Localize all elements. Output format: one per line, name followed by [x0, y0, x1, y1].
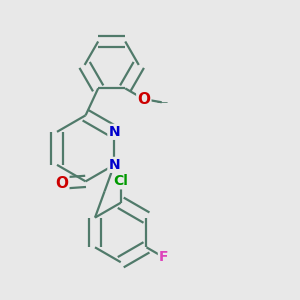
Text: O: O [55, 176, 68, 190]
Text: O: O [137, 92, 150, 106]
Text: F: F [159, 250, 168, 264]
Text: —: — [156, 97, 167, 107]
Text: N: N [108, 125, 120, 139]
Text: Cl: Cl [113, 174, 128, 188]
Text: N: N [108, 158, 120, 172]
